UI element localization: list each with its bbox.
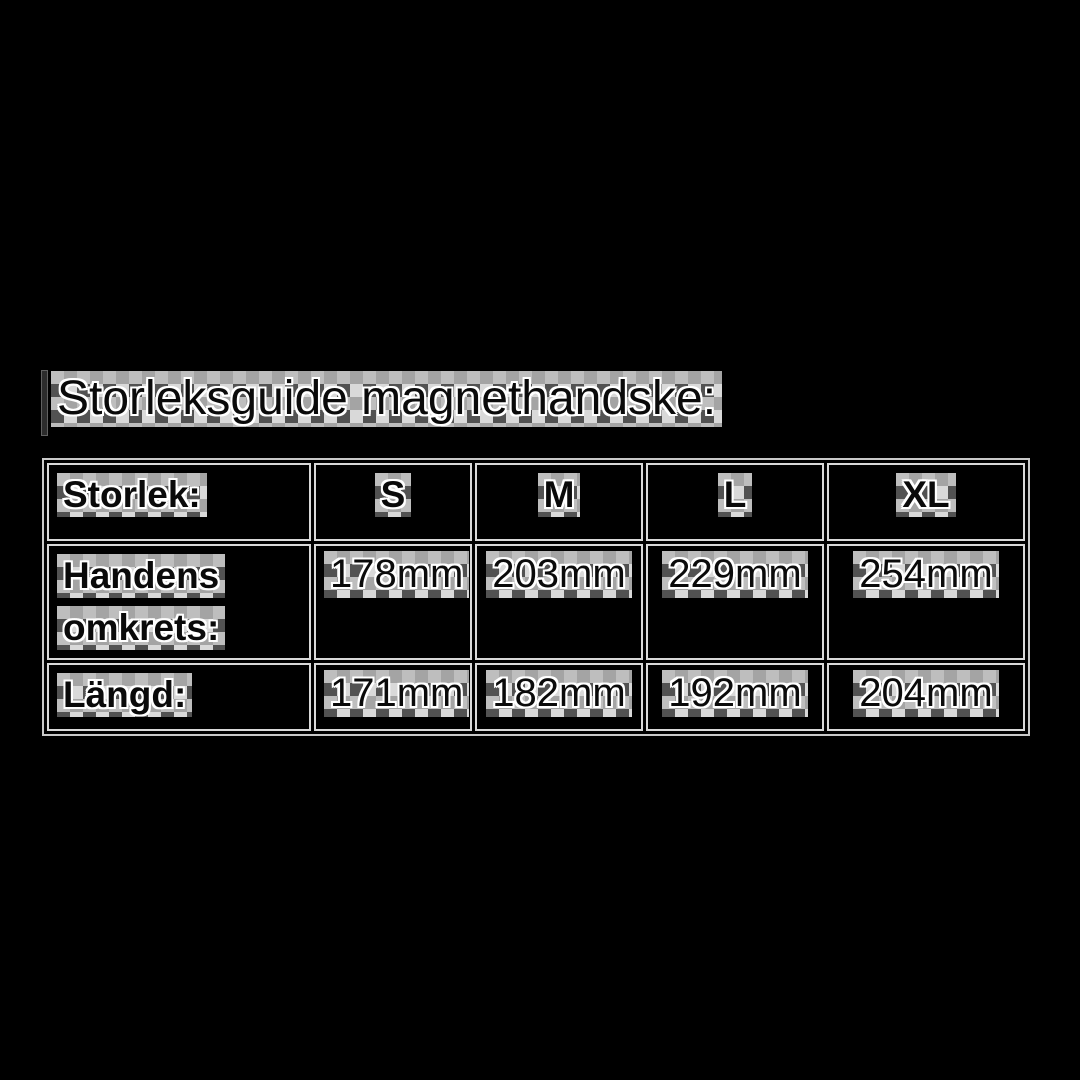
header-cell-size-s: S xyxy=(314,463,472,541)
table-header-row: Storlek: S M L XL xyxy=(47,463,1025,541)
page-title: Storleksguide magnethandske: xyxy=(51,369,723,429)
value-langd-s: 171mm xyxy=(324,669,470,717)
header-label-size-l: L xyxy=(717,473,753,517)
page-title-text: Storleksguide magnethandske: xyxy=(51,371,723,427)
value-omkrets-s: 178mm xyxy=(324,551,470,598)
cell-langd-s: 171mm xyxy=(314,662,472,731)
value-omkrets-xl: 254mm xyxy=(853,551,999,598)
header-label-size-s: S xyxy=(374,473,412,517)
size-guide-table: Storlek: S M L XL Handens omkrets: xyxy=(42,458,1030,736)
cell-langd-l: 192mm xyxy=(646,662,824,731)
text-cursor-bar xyxy=(42,371,47,435)
cell-omkrets-l: 229mm xyxy=(646,544,824,660)
header-cell-size-xl: XL xyxy=(827,463,1025,541)
cell-omkrets-m: 203mm xyxy=(475,544,643,660)
cell-langd-m: 182mm xyxy=(475,662,643,731)
row-label-cell-handens-omkrets: Handens omkrets: xyxy=(47,544,311,660)
value-omkrets-l: 229mm xyxy=(662,551,808,598)
title-block: Storleksguide magnethandske: xyxy=(42,369,723,435)
table-row-langd: Längd: 171mm 182mm 192mm 204mm xyxy=(47,662,1025,731)
header-cell-size-l: L xyxy=(646,463,824,541)
header-cell-size-m: M xyxy=(475,463,643,541)
value-langd-xl: 204mm xyxy=(853,669,999,717)
header-label-storlek: Storlek: xyxy=(57,473,207,517)
row-label-cell-langd: Längd: xyxy=(47,662,311,731)
header-label-size-xl: XL xyxy=(896,473,956,517)
cell-omkrets-xl: 254mm xyxy=(827,544,1025,660)
row-label-langd: Längd: xyxy=(57,672,193,717)
value-langd-l: 192mm xyxy=(662,669,808,717)
cell-langd-xl: 204mm xyxy=(827,662,1025,731)
cell-omkrets-s: 178mm xyxy=(314,544,472,660)
table-row-handens-omkrets: Handens omkrets: 178mm 203mm 229mm 254mm xyxy=(47,544,1025,660)
value-omkrets-m: 203mm xyxy=(486,551,632,598)
value-langd-m: 182mm xyxy=(486,669,632,717)
header-cell-storlek: Storlek: xyxy=(47,463,311,541)
header-label-size-m: M xyxy=(537,473,581,517)
row-label-handens-omkrets: Handens omkrets: xyxy=(57,554,226,650)
